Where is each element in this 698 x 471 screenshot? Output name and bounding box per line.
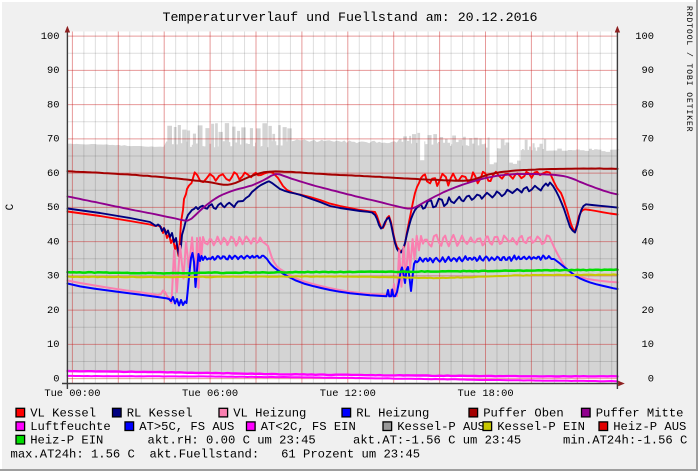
svg-text:Tue 06:00: Tue 06:00 [182, 388, 238, 400]
svg-text:40: 40 [47, 236, 59, 248]
svg-text:Temperaturverlauf und Fuellsta: Temperaturverlauf und Fuellstand am: 20.… [162, 10, 537, 25]
svg-text:80: 80 [47, 99, 59, 111]
svg-text:Tue 12:00: Tue 12:00 [320, 388, 376, 400]
svg-text:Heiz-P AUS: Heiz-P AUS [613, 420, 686, 434]
svg-text:20: 20 [642, 305, 654, 317]
svg-text:20: 20 [47, 305, 59, 317]
svg-text:RL Heizung: RL Heizung [356, 407, 429, 421]
svg-text:100: 100 [635, 31, 654, 43]
svg-text:Tue 18:00: Tue 18:00 [457, 388, 513, 400]
svg-text:Heiz-P EIN: Heiz-P EIN [30, 434, 103, 448]
svg-text:90: 90 [47, 65, 59, 77]
svg-text:RL Kessel: RL Kessel [127, 407, 193, 421]
svg-text:VL Heizung: VL Heizung [233, 407, 306, 421]
svg-text:akt.AT:-1.56 C um 23:45: akt.AT:-1.56 C um 23:45 [353, 434, 521, 448]
svg-text:RRDTOOL / TOBI OETIKER: RRDTOOL / TOBI OETIKER [684, 6, 693, 133]
svg-text:90: 90 [642, 65, 654, 77]
svg-text:0: 0 [53, 373, 59, 385]
svg-text:min.AT24h:-1.56 C: min.AT24h:-1.56 C [563, 434, 687, 448]
svg-text:30: 30 [642, 271, 654, 283]
svg-text:Luftfeuchte: Luftfeuchte [30, 420, 110, 434]
svg-text:Kessel-P EIN: Kessel-P EIN [497, 420, 585, 434]
svg-text:70: 70 [642, 134, 654, 146]
svg-text:Tue 00:00: Tue 00:00 [44, 388, 100, 400]
svg-text:60: 60 [642, 168, 654, 180]
svg-text:Puffer Mitte: Puffer Mitte [596, 407, 684, 421]
svg-text:Kessel-P AUS: Kessel-P AUS [397, 420, 485, 434]
svg-text:70: 70 [47, 134, 59, 146]
svg-text:akt.rH: 0.00 C um 23:45: akt.rH: 0.00 C um 23:45 [148, 434, 316, 448]
svg-text:80: 80 [642, 99, 654, 111]
svg-text:AT>5C, FS AUS: AT>5C, FS AUS [139, 420, 234, 434]
svg-text:VL Kessel: VL Kessel [30, 407, 96, 421]
svg-text:60: 60 [47, 168, 59, 180]
svg-text:Puffer Oben: Puffer Oben [483, 407, 563, 421]
svg-text:10: 10 [47, 339, 59, 351]
svg-text:50: 50 [642, 202, 654, 214]
svg-text:0: 0 [648, 373, 654, 385]
svg-text:30: 30 [47, 271, 59, 283]
svg-text:max.AT24h: 1.56 C akt.Fuellst: max.AT24h: 1.56 C akt.Fuellstand: 61 Pro… [11, 447, 421, 461]
svg-text:100: 100 [41, 31, 60, 43]
svg-text:40: 40 [642, 236, 654, 248]
svg-text:10: 10 [642, 339, 654, 351]
svg-text:AT<2C, FS EIN: AT<2C, FS EIN [261, 420, 356, 434]
svg-text:C: C [5, 203, 17, 210]
svg-text:50: 50 [47, 202, 59, 214]
